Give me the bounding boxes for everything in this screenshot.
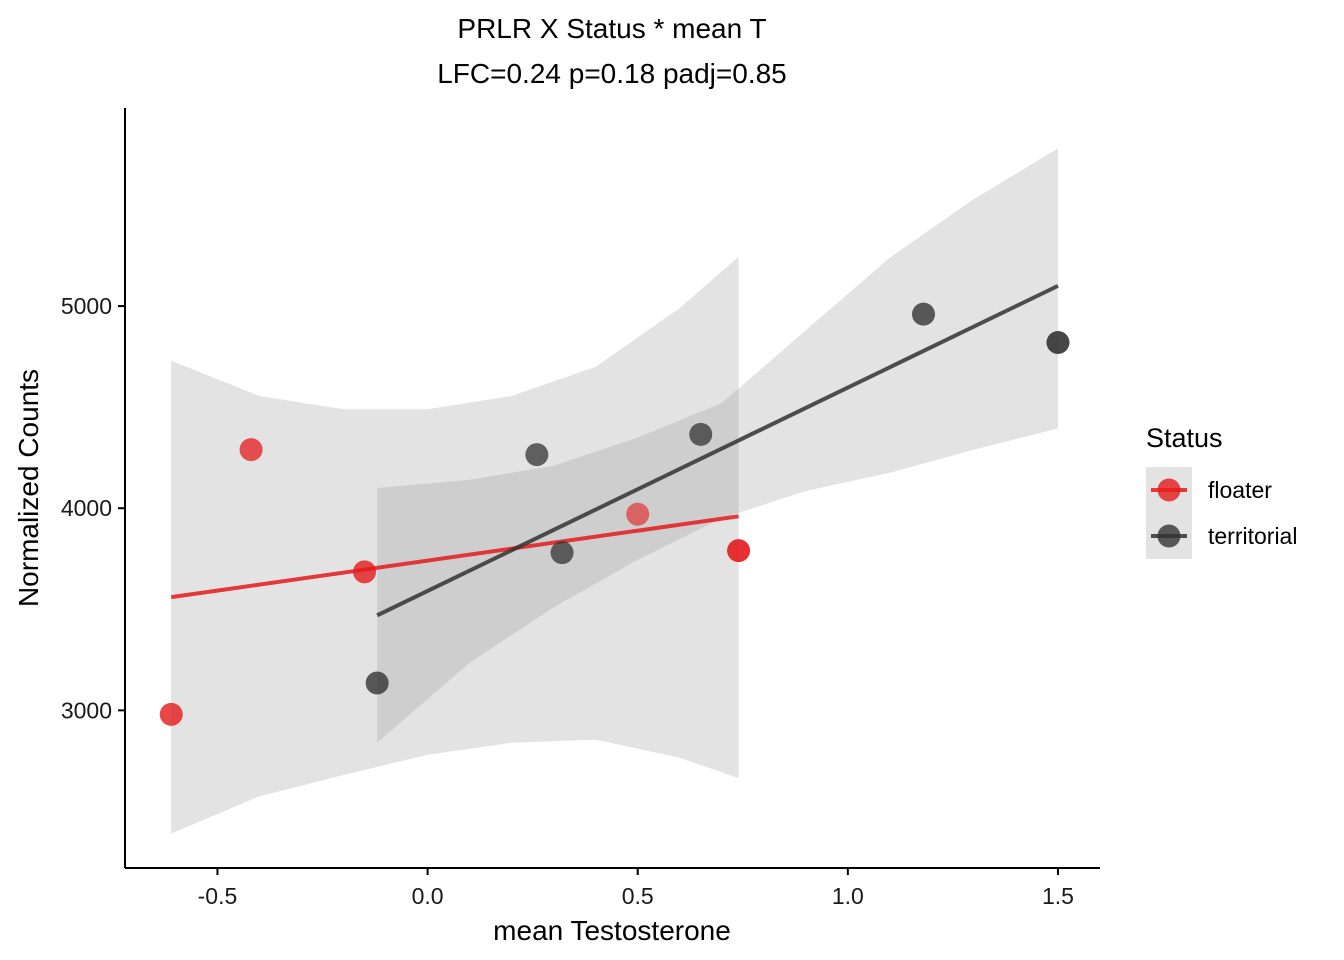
y-tick-label: 3000 bbox=[61, 697, 112, 723]
data-point-territorial bbox=[550, 541, 574, 565]
legend-title: Status bbox=[1146, 423, 1223, 453]
legend-marker-floater bbox=[1157, 478, 1181, 502]
x-axis-title: mean Testosterone bbox=[493, 915, 731, 946]
data-point-territorial bbox=[911, 302, 935, 326]
legend-label-territorial: territorial bbox=[1208, 523, 1297, 549]
chart-subtitle: LFC=0.24 p=0.18 padj=0.85 bbox=[437, 58, 787, 89]
chart-title: PRLR X Status * mean T bbox=[457, 13, 766, 44]
data-points bbox=[159, 302, 1070, 726]
y-tick-label: 5000 bbox=[61, 293, 112, 319]
x-tick-label: 1.0 bbox=[832, 883, 864, 909]
y-axis-ticks: 3000 4000 5000 bbox=[61, 293, 125, 723]
confidence-band-floater bbox=[171, 256, 739, 834]
x-tick-label: 0.0 bbox=[412, 883, 444, 909]
regression-line-territorial bbox=[376, 284, 1059, 618]
regression-line-floater bbox=[170, 514, 739, 600]
data-point-floater bbox=[727, 539, 751, 563]
data-point-territorial bbox=[525, 443, 549, 467]
x-tick-label: 0.5 bbox=[622, 883, 654, 909]
data-point-floater bbox=[159, 702, 183, 726]
data-point-floater bbox=[626, 502, 650, 526]
legend: Status floater territorial bbox=[1146, 423, 1297, 559]
legend-marker-territorial bbox=[1157, 524, 1181, 548]
data-point-territorial bbox=[365, 671, 389, 695]
x-axis-ticks: -0.5 0.0 0.5 1.0 1.5 bbox=[198, 868, 1074, 909]
y-tick-label: 4000 bbox=[61, 495, 112, 521]
x-tick-label: -0.5 bbox=[198, 883, 238, 909]
confidence-band-territorial bbox=[377, 148, 1058, 743]
confidence-bands bbox=[171, 148, 1058, 834]
data-point-territorial bbox=[1046, 330, 1070, 354]
data-point-floater bbox=[353, 560, 377, 584]
data-point-territorial bbox=[689, 422, 713, 446]
y-axis-title: Normalized Counts bbox=[13, 369, 44, 607]
x-tick-label: 1.5 bbox=[1042, 883, 1074, 909]
legend-label-floater: floater bbox=[1208, 477, 1272, 503]
data-point-floater bbox=[239, 438, 263, 462]
regression-lines bbox=[170, 284, 1059, 618]
